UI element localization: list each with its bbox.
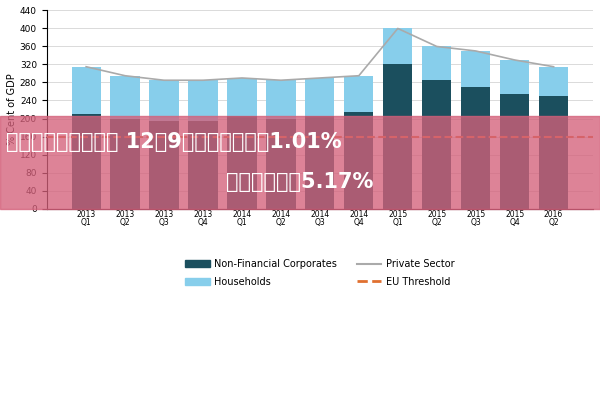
Bar	[227, 116, 257, 208]
Bar	[344, 76, 373, 112]
Bar	[149, 80, 179, 121]
Text: ，转股溢价率5.17%: ，转股溢价率5.17%	[226, 172, 374, 192]
Bar	[110, 118, 140, 208]
Bar	[71, 67, 101, 114]
Bar	[149, 121, 179, 208]
Bar	[383, 28, 412, 64]
Bar	[539, 96, 568, 208]
Bar	[461, 51, 490, 87]
Bar	[266, 118, 296, 208]
Bar	[344, 112, 373, 208]
Bar	[500, 94, 529, 208]
Bar	[71, 114, 101, 208]
Bar	[305, 116, 334, 208]
Y-axis label: % Cent of GDP: % Cent of GDP	[7, 74, 17, 145]
Bar	[188, 80, 218, 121]
Bar	[227, 78, 257, 116]
Bar	[383, 64, 412, 208]
Bar	[422, 80, 451, 208]
Bar	[539, 67, 568, 96]
Bar	[461, 87, 490, 208]
Bar	[110, 76, 140, 118]
Bar	[188, 121, 218, 208]
Bar	[422, 46, 451, 80]
Bar	[305, 78, 334, 116]
Bar	[266, 80, 296, 118]
Legend: Non-Financial Corporates, Households, Private Sector, EU Threshold: Non-Financial Corporates, Households, Pr…	[185, 259, 455, 287]
Text: 智沪深股票配资平台 12月9日金轮转债下跌1.01%: 智沪深股票配资平台 12月9日金轮转债下跌1.01%	[6, 132, 341, 152]
Bar	[500, 60, 529, 94]
